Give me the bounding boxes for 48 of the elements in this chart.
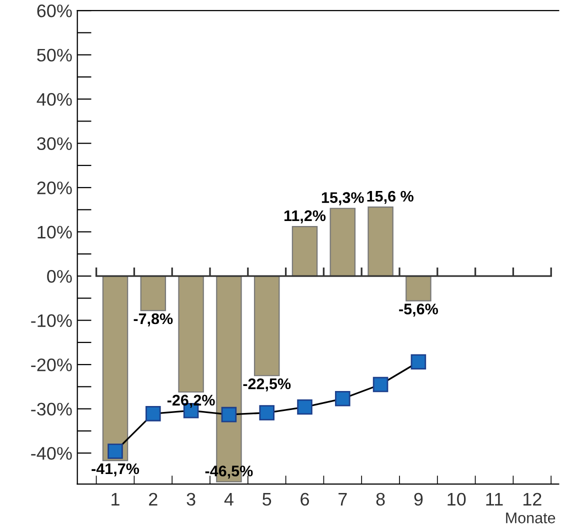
data-label: -5,6% <box>399 304 438 317</box>
bar <box>178 276 204 393</box>
x-axis-title: Monate <box>506 512 556 524</box>
point <box>335 390 350 406</box>
x-tick-label: 4 <box>224 493 234 506</box>
y-tick-label: 10% <box>38 226 72 239</box>
y-tick-label: 30% <box>37 137 72 150</box>
y-tick-label: -30% <box>31 402 72 416</box>
x-tick-label: 5 <box>262 493 272 506</box>
point <box>108 444 123 459</box>
data-label: 15,6 % <box>367 190 414 204</box>
point <box>146 406 161 422</box>
x-tick-label: 6 <box>300 492 309 506</box>
data-label: 15,3% <box>322 192 364 206</box>
bar <box>368 206 394 277</box>
y-tick-label: 40% <box>36 93 72 106</box>
y-tick-label: -40% <box>31 446 72 460</box>
point <box>372 376 388 392</box>
x-tick-label: 12 <box>523 492 542 506</box>
y-tick-label: 20% <box>37 182 72 194</box>
x-tick-label: 7 <box>338 493 347 506</box>
x-tick-label: 9 <box>414 492 423 506</box>
y-tick-label: 60% <box>37 4 72 18</box>
data-label: 11,2% <box>284 210 326 224</box>
x-tick-label: 2 <box>149 492 158 506</box>
bar <box>102 276 128 462</box>
y-tick-label: 50% <box>37 48 72 62</box>
y-tick-label: 0% <box>47 270 72 283</box>
data-label: -7,8% <box>134 313 173 326</box>
data-label: -26,2% <box>167 394 215 408</box>
bar <box>330 208 356 277</box>
bar <box>292 226 318 277</box>
point <box>410 354 426 370</box>
point <box>259 405 274 420</box>
x-tick-label: 11 <box>486 493 503 506</box>
bar <box>140 276 166 312</box>
bar <box>254 276 280 376</box>
bar <box>406 276 432 302</box>
x-tick-label: 10 <box>448 492 466 506</box>
y-tick-label: -20% <box>31 358 72 372</box>
data-label: -41,7% <box>92 463 140 476</box>
x-tick-label: 3 <box>186 492 196 506</box>
y-tick-label: -10% <box>31 314 72 328</box>
x-tick-label: 1 <box>112 493 120 506</box>
x-tick-label: 8 <box>376 492 385 506</box>
data-label: -22,5% <box>243 378 291 392</box>
point <box>221 406 237 422</box>
point <box>297 399 312 415</box>
